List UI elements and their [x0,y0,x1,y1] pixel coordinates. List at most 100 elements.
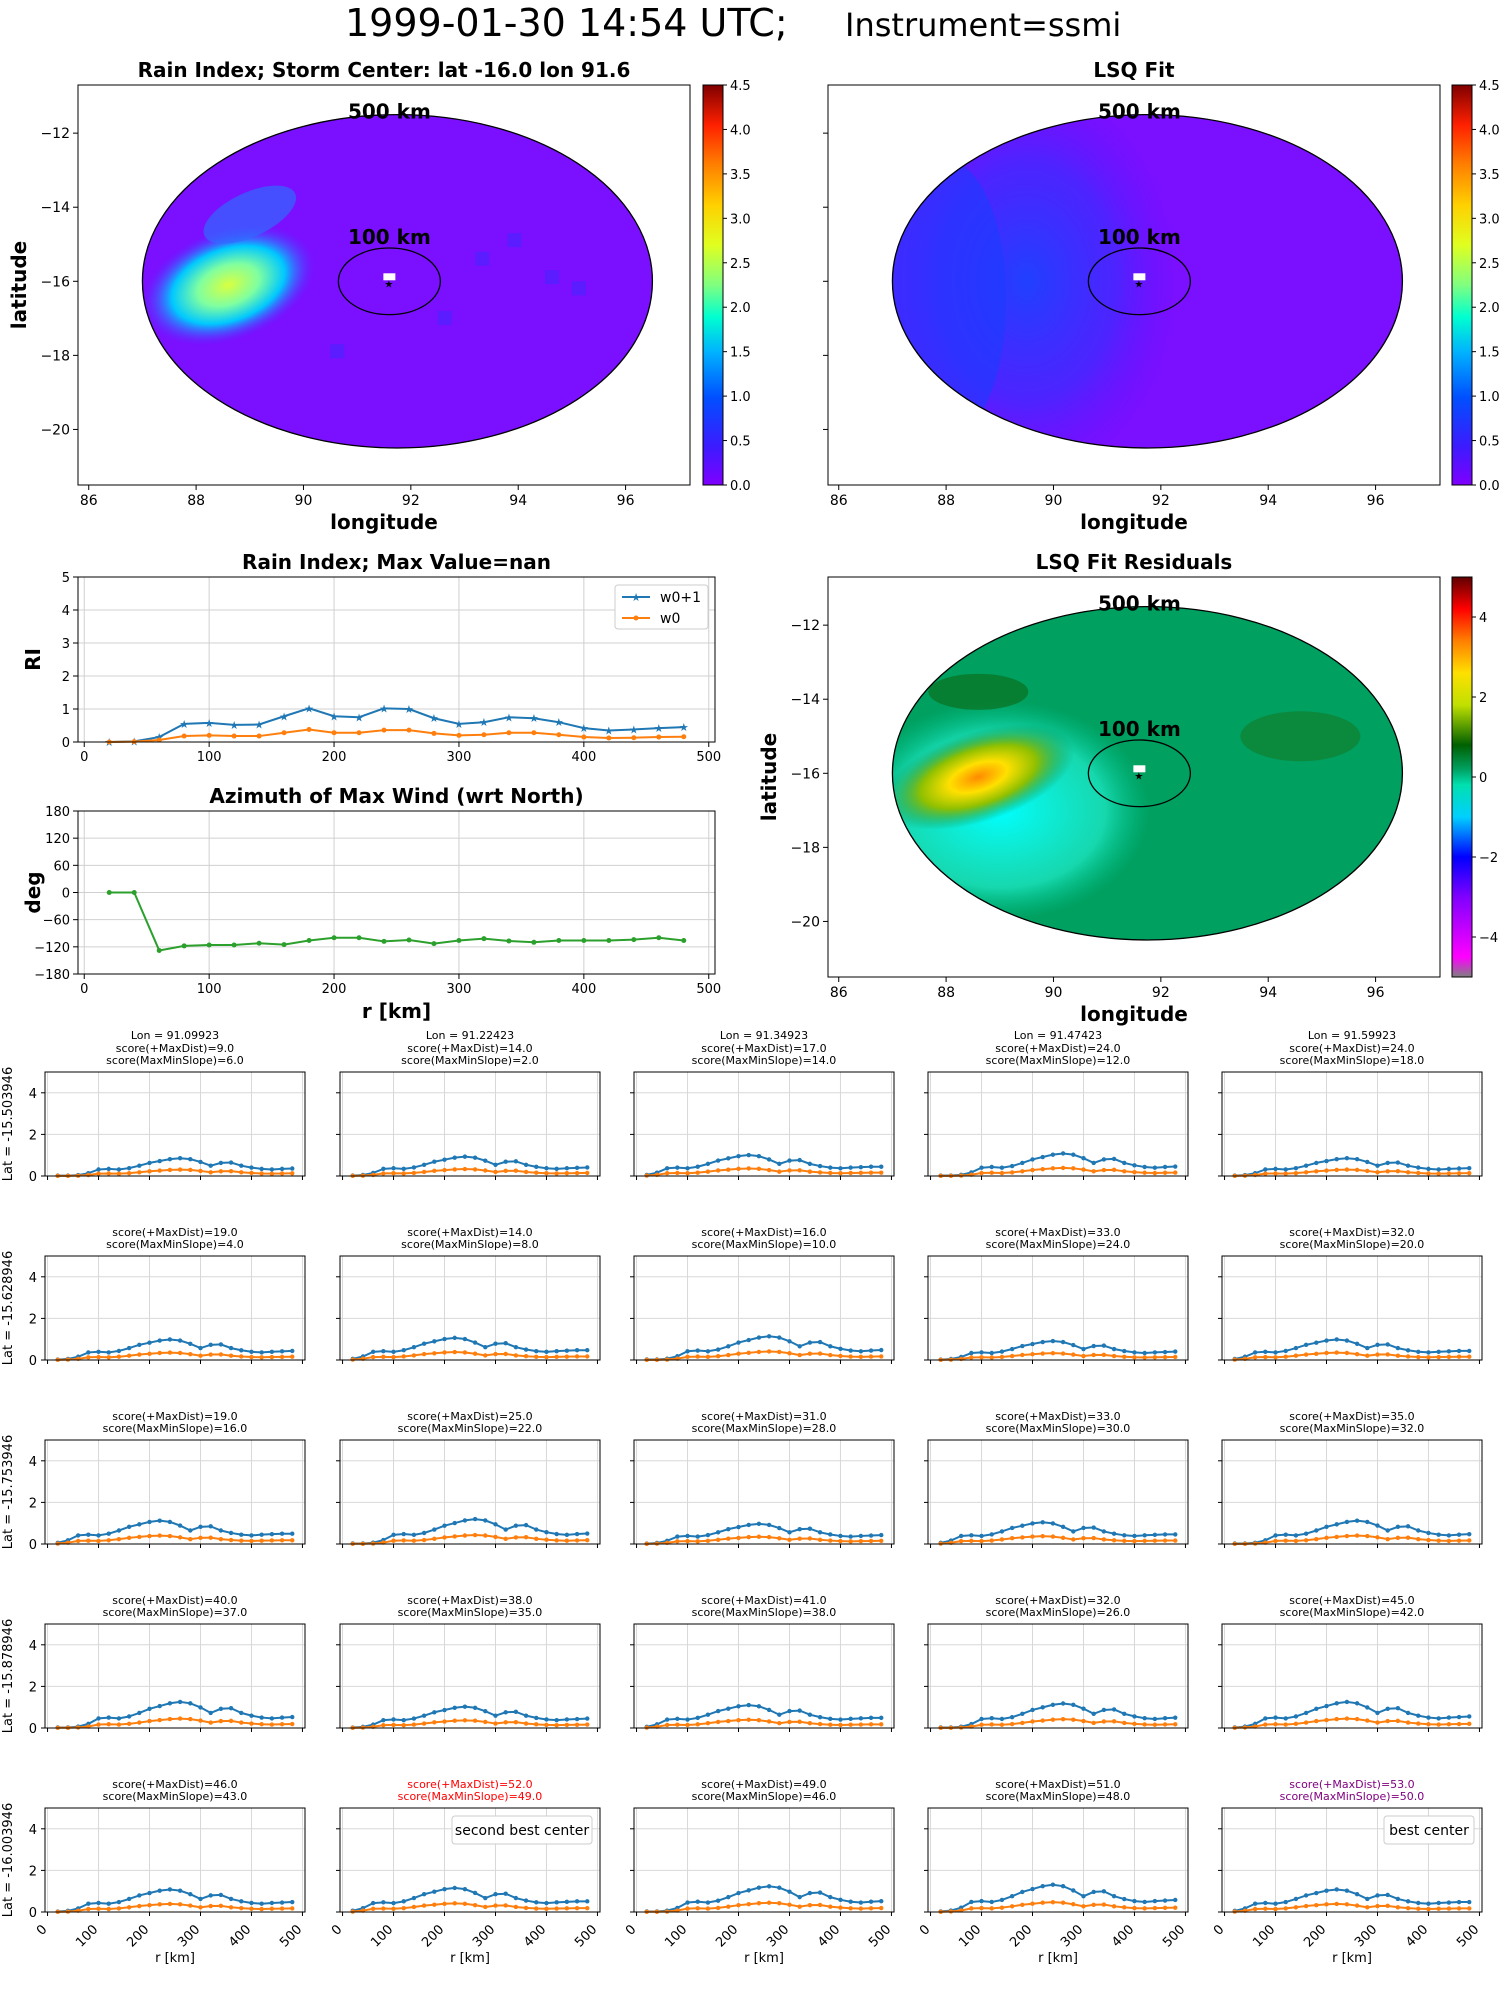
series-point [585,1170,590,1176]
series-point [1173,1532,1178,1537]
best-center-label: best center [1389,1823,1469,1839]
series-point [1385,1160,1390,1166]
series-point [411,1344,417,1350]
rain-hot-spot [142,224,315,346]
series-point [432,1902,437,1907]
series-point [1050,1717,1056,1722]
series-point [574,1899,580,1904]
x-tick-label: 200 [322,750,347,765]
y-tick-label: 4 [29,1271,37,1286]
series-point [239,1532,244,1537]
plot-background [634,1440,894,1544]
series-point [106,1722,111,1727]
series-point [506,938,512,944]
series-point [828,1170,833,1176]
series-point [411,1532,417,1538]
series-point [259,1171,264,1176]
ring-100km [1087,247,1192,316]
rain_index_map-colorbar: 0.0 0.5 1.0 1.5 2.0 2.5 3.0 3.5 4.0 4.5 [702,79,751,494]
series-point [879,1347,884,1353]
series-point [269,1538,275,1543]
series-point [1365,1905,1370,1910]
score-maxminslope: score(MaxMinSlope)=50.0 [1280,1790,1425,1803]
series-point [513,1719,519,1725]
series-point [1467,1165,1472,1171]
series-point [1173,1897,1178,1903]
series-point [116,1348,122,1354]
series-point [208,1535,213,1540]
series-point [817,1537,823,1542]
series-point [1030,1901,1035,1906]
series-point [483,1708,488,1714]
series-point [1040,1883,1045,1889]
center-candidate-plot: 0 100 200 300 400 500 r [km] score(+MaxDist)=49… [623,1778,895,1966]
series-point [1467,1348,1472,1354]
series-point [787,1889,792,1894]
axes-frame [1221,1255,1483,1361]
series-point [1283,1532,1288,1537]
series-point [1385,1342,1390,1347]
axes-title: Rain Index; Max Value=nan [242,550,551,574]
series-point [868,1533,874,1538]
series-point [999,1897,1005,1903]
series-point [147,1902,152,1908]
series-point [503,1720,508,1725]
series-point [554,1531,559,1537]
series-point [574,1905,580,1911]
series-point [86,1532,91,1537]
series-point [1293,1721,1299,1727]
score-maxminslope: score(MaxMinSlope)=46.0 [692,1790,837,1803]
y-tick-label: −12 [790,618,820,634]
series-point [564,1538,570,1543]
series-point [1173,1538,1178,1543]
series-point [606,735,612,741]
series-point [1416,1536,1421,1542]
series-point [1263,1900,1268,1906]
axes-frame [339,1623,601,1729]
score-maxdist: score(+MaxDist)=16.0 [701,1226,826,1239]
x-tick-label: 0 [917,1922,933,1938]
series-point [391,1900,396,1906]
series-point [879,1722,884,1727]
column-lon-label: Lon = 91.47423 [1014,1029,1102,1042]
series-point [126,1353,132,1358]
series-point [442,1523,447,1528]
series-point [756,1885,762,1890]
series-point [1354,1533,1360,1538]
series-point [715,1347,721,1352]
series-point [766,1157,772,1162]
rain-pixel [507,233,522,248]
series-point [807,1161,813,1167]
series-point [1436,1716,1441,1721]
series-point [1446,1722,1452,1727]
series-point [147,1890,152,1896]
series-point [106,1906,111,1912]
series-point [1060,1535,1066,1541]
series-point [838,1346,843,1351]
series-point [249,1533,254,1538]
colorbar-tick-label: 1.5 [1479,346,1500,361]
center-candidate-plot: score(+MaxDist)=25.0score(MaxMinSlope)=2… [336,1410,601,1548]
series-point [406,937,412,943]
series-point [1303,1903,1309,1909]
y-tick-label: −16 [790,766,820,782]
y-tick-label: 180 [45,805,70,820]
series-point [239,1538,244,1543]
series-point [1081,1156,1086,1161]
series-point [137,1893,142,1898]
series-point [290,1171,295,1176]
series-point [606,937,612,943]
series-point [1132,1898,1137,1904]
series-point [1252,1355,1258,1360]
series-point [513,1523,519,1528]
series-point [269,1171,275,1176]
series-point [1132,1538,1137,1544]
axes-frame [827,84,1441,486]
axes-frame [633,1439,895,1545]
series-point [1263,1349,1268,1354]
x-tick-label: 100 [197,982,222,997]
series-point [106,1538,111,1543]
series-point [1111,1719,1117,1724]
series-point [1162,1722,1168,1727]
series-point [1293,1896,1299,1902]
